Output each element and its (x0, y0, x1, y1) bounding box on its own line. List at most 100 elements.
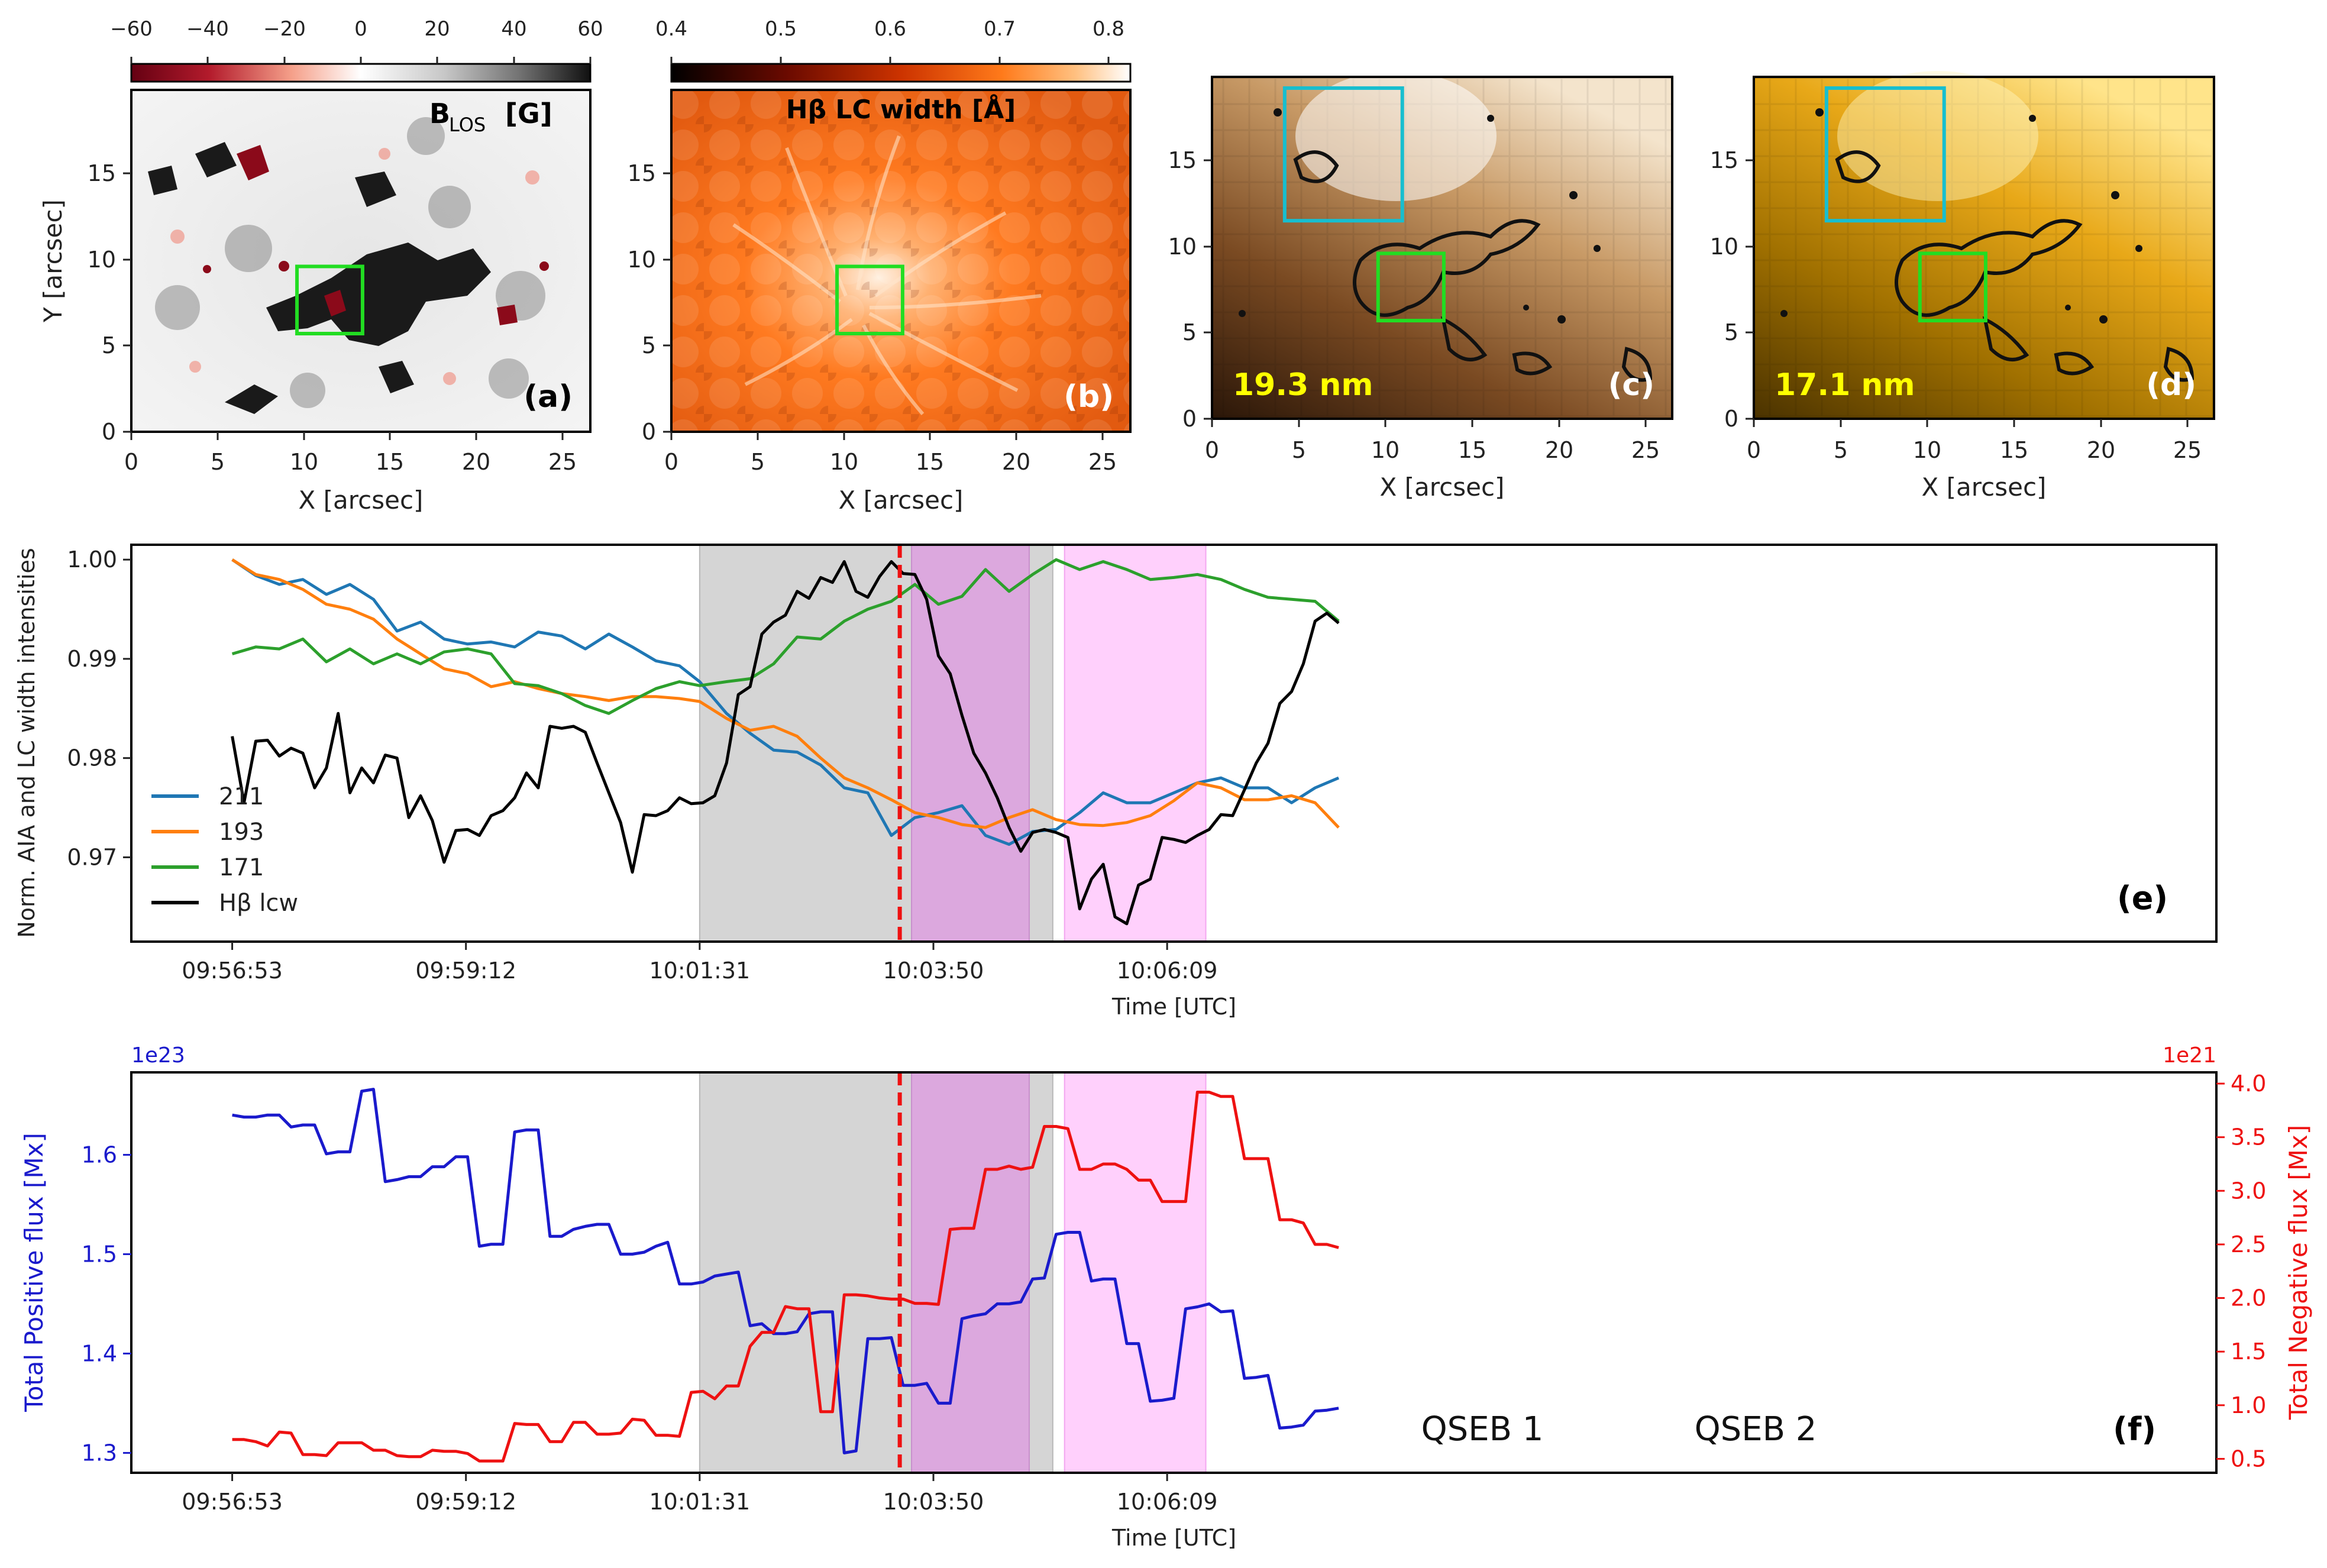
y-tick-label-left: 1.4 (82, 1340, 117, 1366)
y-tick-label-right: 1.0 (2231, 1392, 2266, 1418)
panel-a-label: (a) (523, 379, 573, 415)
colorbar-a-ticks: −60 −40 −20 0 20 40 60 (110, 17, 603, 41)
x-axis-label: X [arcsec] (1380, 473, 1505, 502)
colorbar-b (670, 63, 1132, 83)
x-tick-label: 15 (1458, 437, 1486, 463)
green-box (835, 264, 904, 336)
x-axis-label: Time [UTC] (1111, 994, 1236, 1020)
colorbar-b-ticks: 0.4 0.5 0.6 0.7 0.8 (655, 17, 1124, 41)
panel-d-wavelength: 17.1 nm (1775, 367, 1915, 403)
panel-c: 19.3 nm (c) 0 5 10 15 20 25 0 5 10 15 X … (1168, 71, 1673, 502)
x-tick-label: 0 (1205, 437, 1219, 463)
legend-label-193: 193 (219, 819, 264, 846)
y-ticks: 0.97 0.98 0.99 1.00 (67, 547, 131, 870)
colorbar-a (130, 63, 592, 83)
series-line-h-lcw (231, 560, 1340, 926)
y-tick-label: 15 (628, 160, 656, 186)
panel-d-label: (d) (2146, 367, 2196, 403)
aia-193-image (1212, 71, 1672, 419)
series-line-total-negative-flux (232, 1091, 1339, 1463)
x-tick-label: 10 (290, 449, 318, 475)
x-tick-label: 5 (211, 449, 225, 475)
x-tick-label: 10 (1913, 437, 1941, 463)
y-tick-label: 5 (102, 332, 116, 358)
y-tick-label: 0 (1724, 406, 1738, 432)
panel-f: 09:56:53 09:59:12 10:01:31 10:03:50 10:06:09… (20, 1043, 2313, 1551)
x-tick-label: 25 (1631, 437, 1660, 463)
x-tick-label: 5 (751, 449, 765, 475)
x-axis-label: X [arcsec] (1922, 473, 2047, 502)
legend: 211 193 171 Hβ lcw (151, 783, 298, 917)
panel-c-wavelength: 19.3 nm (1233, 367, 1373, 403)
panel-a-title-sub: LOS (449, 114, 486, 136)
x-tick-label: 25 (2173, 437, 2202, 463)
y-ticks-right: 0.5 1.0 1.5 2.0 2.5 3.0 3.5 4.0 (2216, 1071, 2266, 1472)
x-tick-label: 20 (1002, 449, 1030, 475)
y-tick-label-right: 1.5 (2231, 1339, 2266, 1365)
cyan-box-rect (1824, 86, 1946, 223)
y-tick-label: 0 (642, 419, 656, 445)
offset-text-left: 1e23 (131, 1043, 185, 1068)
green-box (1918, 251, 1987, 323)
series-lines (231, 558, 1340, 926)
y-tick-label: 1.00 (67, 547, 117, 573)
y-tick-label-left: 1.3 (82, 1440, 117, 1466)
panel-b-title: Hβ LC width [Å] (786, 93, 1016, 125)
x-tick-label: 10:06:09 (1117, 1489, 1218, 1515)
y-tick-label: 0 (102, 419, 116, 445)
x-axis-label: X [arcsec] (299, 486, 424, 515)
green-box (1376, 251, 1446, 323)
colorbar-b-tick: 0.5 (765, 17, 797, 41)
aia-171-image (1754, 71, 2214, 419)
y-tick-label: 0.98 (67, 745, 117, 771)
y-axis-label-left: Total Positive flux [Mx] (20, 1133, 49, 1412)
x-axis-label: Time [UTC] (1111, 1525, 1236, 1551)
shaded-intervals (699, 1072, 1207, 1473)
y-tick-label-right: 2.5 (2231, 1231, 2266, 1257)
y-tick-label: 15 (88, 160, 116, 186)
axes-e-frame (130, 544, 2218, 943)
colorbar-a-tick: −60 (110, 17, 153, 41)
panel-d: 17.1 nm (d) 0 5 10 15 20 25 0 5 10 15 X … (1710, 71, 2215, 502)
green-box-rect (1376, 251, 1446, 323)
y-tick-label: 5 (642, 332, 656, 358)
y-tick-label-right: 3.0 (2231, 1178, 2266, 1204)
x-tick-label: 25 (548, 449, 577, 475)
x-ticks: 09:56:53 09:59:12 10:01:31 10:03:50 10:06:09 (182, 942, 1217, 984)
x-tick-label: 15 (2000, 437, 2028, 463)
y-axis-label: Norm. AIA and LC width intensities (14, 548, 40, 937)
colorbar-a-tick: 60 (577, 17, 603, 41)
cyan-box (1282, 86, 1404, 223)
x-tick-label: 20 (1545, 437, 1573, 463)
colorbar-a-tick: −20 (263, 17, 306, 41)
panel-a-title: B LOS [G] (429, 98, 552, 136)
legend-label-hbeta: Hβ lcw (219, 890, 298, 917)
x-tick-label: 09:56:53 (182, 1489, 283, 1515)
axes-f-frame (130, 1071, 2218, 1474)
y-tick-label-left: 1.5 (82, 1241, 117, 1267)
panel-e-label: (e) (2117, 880, 2168, 917)
y-axis-label: Y [arcsec] (38, 199, 67, 323)
y-tick-label: 5 (1182, 319, 1197, 345)
x-tick-label: 10:03:50 (883, 958, 984, 984)
colorbar-a-tick: 0 (354, 17, 367, 41)
y-tick-label: 10 (88, 247, 116, 273)
y-ticks-left: 1.3 1.4 1.5 1.6 (82, 1142, 131, 1466)
x-tick-label: 10:01:31 (649, 958, 751, 984)
panel-b: 0.4 0.5 0.6 0.7 0.8 Hβ LC width [Å] (b) … (628, 17, 1132, 515)
y-tick-label-right: 0.5 (2231, 1446, 2266, 1472)
cyan-box (1824, 86, 1946, 223)
green-box-rect (1918, 251, 1987, 323)
x-tick-label: 15 (376, 449, 404, 475)
x-tick-label: 09:59:12 (415, 958, 516, 984)
x-tick-label: 5 (1292, 437, 1306, 463)
shaded-intervals (699, 544, 1207, 942)
magnetogram-image (131, 90, 590, 432)
green-box-rect (295, 264, 364, 336)
shaded-region-qseb-1 (911, 1072, 1030, 1473)
x-tick-label: 20 (2087, 437, 2115, 463)
x-tick-label: 10 (1371, 437, 1400, 463)
x-tick-label: 10:03:50 (883, 1489, 984, 1515)
hbeta-width-image (671, 90, 1130, 432)
